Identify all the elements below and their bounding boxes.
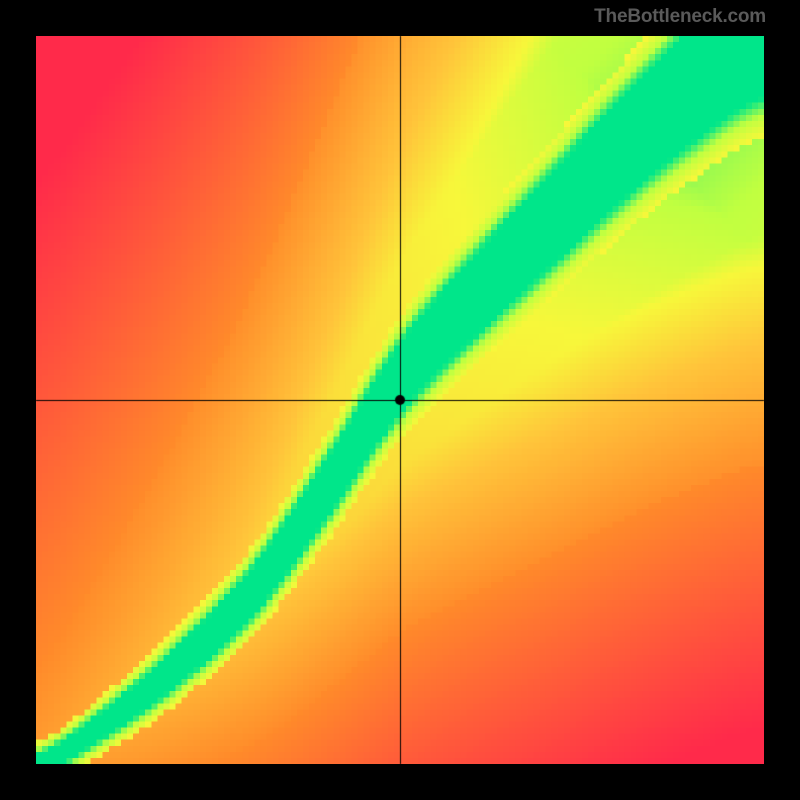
watermark-text: TheBottleneck.com — [594, 6, 766, 28]
heatmap-canvas — [36, 36, 764, 764]
chart-container: TheBottleneck.com — [0, 0, 800, 800]
